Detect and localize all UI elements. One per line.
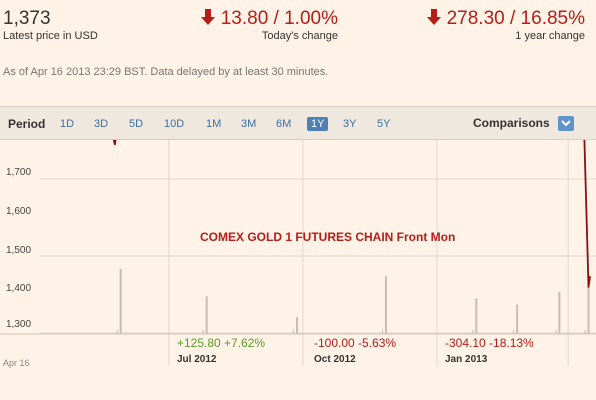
- x-tick-label: Jul 2012: [177, 354, 217, 365]
- year-change-text: 278.30 / 16.85%: [446, 8, 585, 29]
- year-change-block: 278.30 / 16.85% 1 year change: [400, 8, 585, 42]
- price-line: [112, 140, 591, 288]
- volume-bar: [116, 330, 118, 334]
- volume-bar: [555, 330, 557, 334]
- price-block: 1,373 Latest price in USD: [3, 8, 98, 42]
- volume-bar: [384, 276, 387, 334]
- period-3y[interactable]: 3Y: [343, 118, 357, 130]
- today-change-block: 13.80 / 1.00% Today's change: [195, 8, 338, 42]
- today-change-label: Today's change: [261, 30, 338, 42]
- volume-bar: [296, 317, 299, 334]
- period-change-1: +125.80 +7.62%: [177, 336, 266, 350]
- data-point: [587, 286, 590, 288]
- x-tick-label: Jan 2013: [445, 354, 488, 365]
- period-3m[interactable]: 3M: [241, 118, 257, 130]
- period-1m[interactable]: 1M: [206, 118, 222, 130]
- period-1y[interactable]: 1Y: [307, 117, 329, 131]
- start-date-label: Apr 16: [3, 358, 30, 368]
- today-change-value: 13.80 / 1.00%: [195, 8, 338, 30]
- year-change-value: 278.30 / 16.85%: [400, 8, 585, 30]
- volume-bar: [516, 304, 519, 334]
- period-label: Period: [8, 117, 46, 131]
- y-tick-label: 1,300: [6, 319, 32, 330]
- volume-bar: [584, 330, 586, 334]
- volume-bar: [293, 330, 295, 334]
- volume-bar: [472, 330, 474, 334]
- volume-bar: [381, 330, 383, 334]
- volume-bar: [119, 268, 122, 334]
- period-3d[interactable]: 3D: [94, 118, 109, 130]
- volume-bar: [475, 298, 478, 334]
- period-bar: [0, 106, 596, 140]
- comparisons-label[interactable]: Comparisons: [473, 116, 550, 130]
- delay-note: As of Apr 16 2013 23:29 BST. Data delaye…: [3, 66, 329, 78]
- chevron-down-icon: [561, 120, 571, 127]
- latest-price: 1,373: [3, 8, 51, 29]
- period-10d[interactable]: 10D: [164, 118, 185, 130]
- today-change-text: 13.80 / 1.00%: [220, 8, 338, 29]
- data-point: [114, 143, 116, 146]
- period-1d[interactable]: 1D: [60, 118, 75, 130]
- down-arrow-icon: [200, 9, 215, 25]
- y-tick-label: 1,600: [6, 206, 32, 217]
- series-label: COMEX GOLD 1 FUTURES CHAIN Front Mon: [200, 230, 456, 244]
- volume-bar: [513, 330, 515, 334]
- period-change-3: -304.10 -18.13%: [445, 336, 534, 350]
- period-change-2: -100.00 -5.63%: [314, 336, 397, 350]
- y-tick-label: 1,500: [6, 245, 32, 256]
- volume-bar: [587, 283, 590, 334]
- volume-bar: [205, 296, 208, 334]
- data-point: [589, 275, 591, 278]
- period-6m[interactable]: 6M: [276, 118, 292, 130]
- price-chart: [0, 140, 596, 366]
- period-5d[interactable]: 5D: [129, 118, 144, 130]
- latest-price-label: Latest price in USD: [3, 30, 98, 42]
- year-change-label: 1 year change: [515, 30, 585, 42]
- volume-bar: [202, 330, 204, 334]
- x-tick-label: Oct 2012: [314, 354, 356, 365]
- volume-bar: [558, 292, 561, 334]
- y-tick-label: 1,400: [6, 283, 32, 294]
- y-tick-label: 1,700: [6, 167, 32, 178]
- comparisons-button[interactable]: [558, 116, 574, 131]
- period-5y[interactable]: 5Y: [377, 118, 391, 130]
- down-arrow-icon: [426, 9, 441, 25]
